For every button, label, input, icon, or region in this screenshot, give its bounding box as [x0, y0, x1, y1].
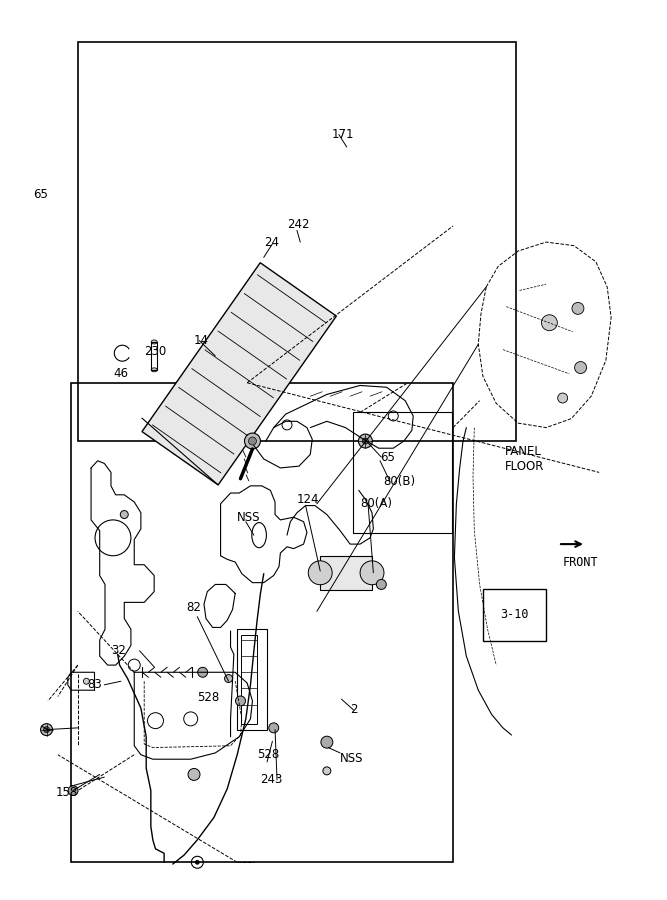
Text: FRONT: FRONT [563, 555, 598, 569]
Circle shape [249, 437, 256, 445]
Text: 65: 65 [33, 188, 48, 201]
Circle shape [574, 362, 586, 374]
Circle shape [358, 434, 372, 448]
Circle shape [43, 726, 49, 733]
Text: 242: 242 [287, 218, 309, 230]
Text: 124: 124 [297, 493, 319, 506]
Bar [78, 42, 516, 441]
Text: 24: 24 [263, 236, 279, 248]
Text: 82: 82 [186, 601, 201, 614]
Circle shape [245, 433, 260, 449]
Text: 32: 32 [111, 644, 126, 657]
Circle shape [269, 723, 279, 733]
Circle shape [558, 393, 568, 403]
Circle shape [542, 315, 558, 330]
Circle shape [188, 769, 200, 780]
Circle shape [376, 580, 386, 590]
Bar [320, 556, 372, 590]
Circle shape [323, 767, 331, 775]
Text: 80(A): 80(A) [360, 498, 392, 510]
Bar [483, 589, 546, 641]
Text: 83: 83 [88, 679, 103, 691]
Circle shape [68, 786, 78, 796]
Text: 65: 65 [380, 451, 395, 464]
Circle shape [195, 860, 199, 864]
Text: 158: 158 [56, 786, 78, 799]
Polygon shape [142, 263, 336, 485]
Text: 80(B): 80(B) [384, 475, 416, 488]
Circle shape [360, 561, 384, 585]
Text: 2: 2 [350, 704, 358, 716]
Text: 171: 171 [332, 128, 355, 141]
Text: 230: 230 [144, 345, 167, 358]
Bar [71, 382, 453, 862]
Text: 528: 528 [197, 691, 219, 704]
Text: NSS: NSS [340, 752, 364, 765]
Circle shape [83, 679, 89, 684]
Circle shape [41, 724, 53, 735]
Circle shape [225, 675, 233, 682]
Text: 243: 243 [260, 773, 283, 787]
Circle shape [120, 510, 128, 518]
Text: 14: 14 [194, 334, 209, 347]
Bar [241, 634, 257, 725]
Ellipse shape [151, 340, 157, 344]
Circle shape [235, 696, 245, 706]
Circle shape [197, 667, 207, 677]
Circle shape [362, 438, 368, 444]
Circle shape [321, 736, 333, 748]
Bar [237, 629, 267, 730]
Bar [354, 412, 452, 534]
Text: 528: 528 [257, 748, 279, 761]
Circle shape [308, 561, 332, 585]
Text: PANEL: PANEL [505, 446, 542, 458]
Text: NSS: NSS [237, 510, 261, 524]
Text: 3-10: 3-10 [500, 608, 528, 621]
Ellipse shape [151, 368, 157, 372]
Text: 46: 46 [113, 367, 128, 381]
Circle shape [572, 302, 584, 314]
Text: FLOOR: FLOOR [505, 460, 544, 473]
